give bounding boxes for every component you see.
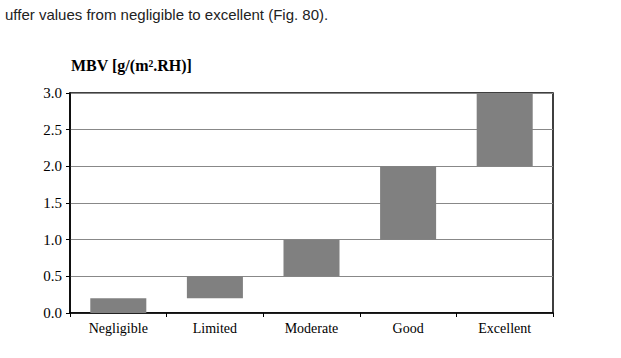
svg-text:Excellent: Excellent [478, 321, 531, 336]
svg-text:MBV [g/(m².RH)]: MBV [g/(m².RH)] [71, 57, 192, 75]
svg-text:Moderate: Moderate [285, 321, 339, 336]
svg-text:1.0: 1.0 [43, 232, 62, 248]
svg-text:3.0: 3.0 [43, 85, 62, 101]
svg-text:2.5: 2.5 [43, 122, 62, 138]
svg-text:Good: Good [393, 321, 424, 336]
svg-text:1.5: 1.5 [43, 195, 62, 211]
svg-text:0.0: 0.0 [43, 305, 62, 321]
svg-text:0.5: 0.5 [43, 268, 62, 284]
svg-text:Limited: Limited [193, 321, 237, 336]
svg-text:uffer values from negligible t: uffer values from negligible to excellen… [5, 6, 328, 23]
svg-text:2.0: 2.0 [43, 158, 62, 174]
svg-text:Negligible: Negligible [89, 321, 148, 336]
